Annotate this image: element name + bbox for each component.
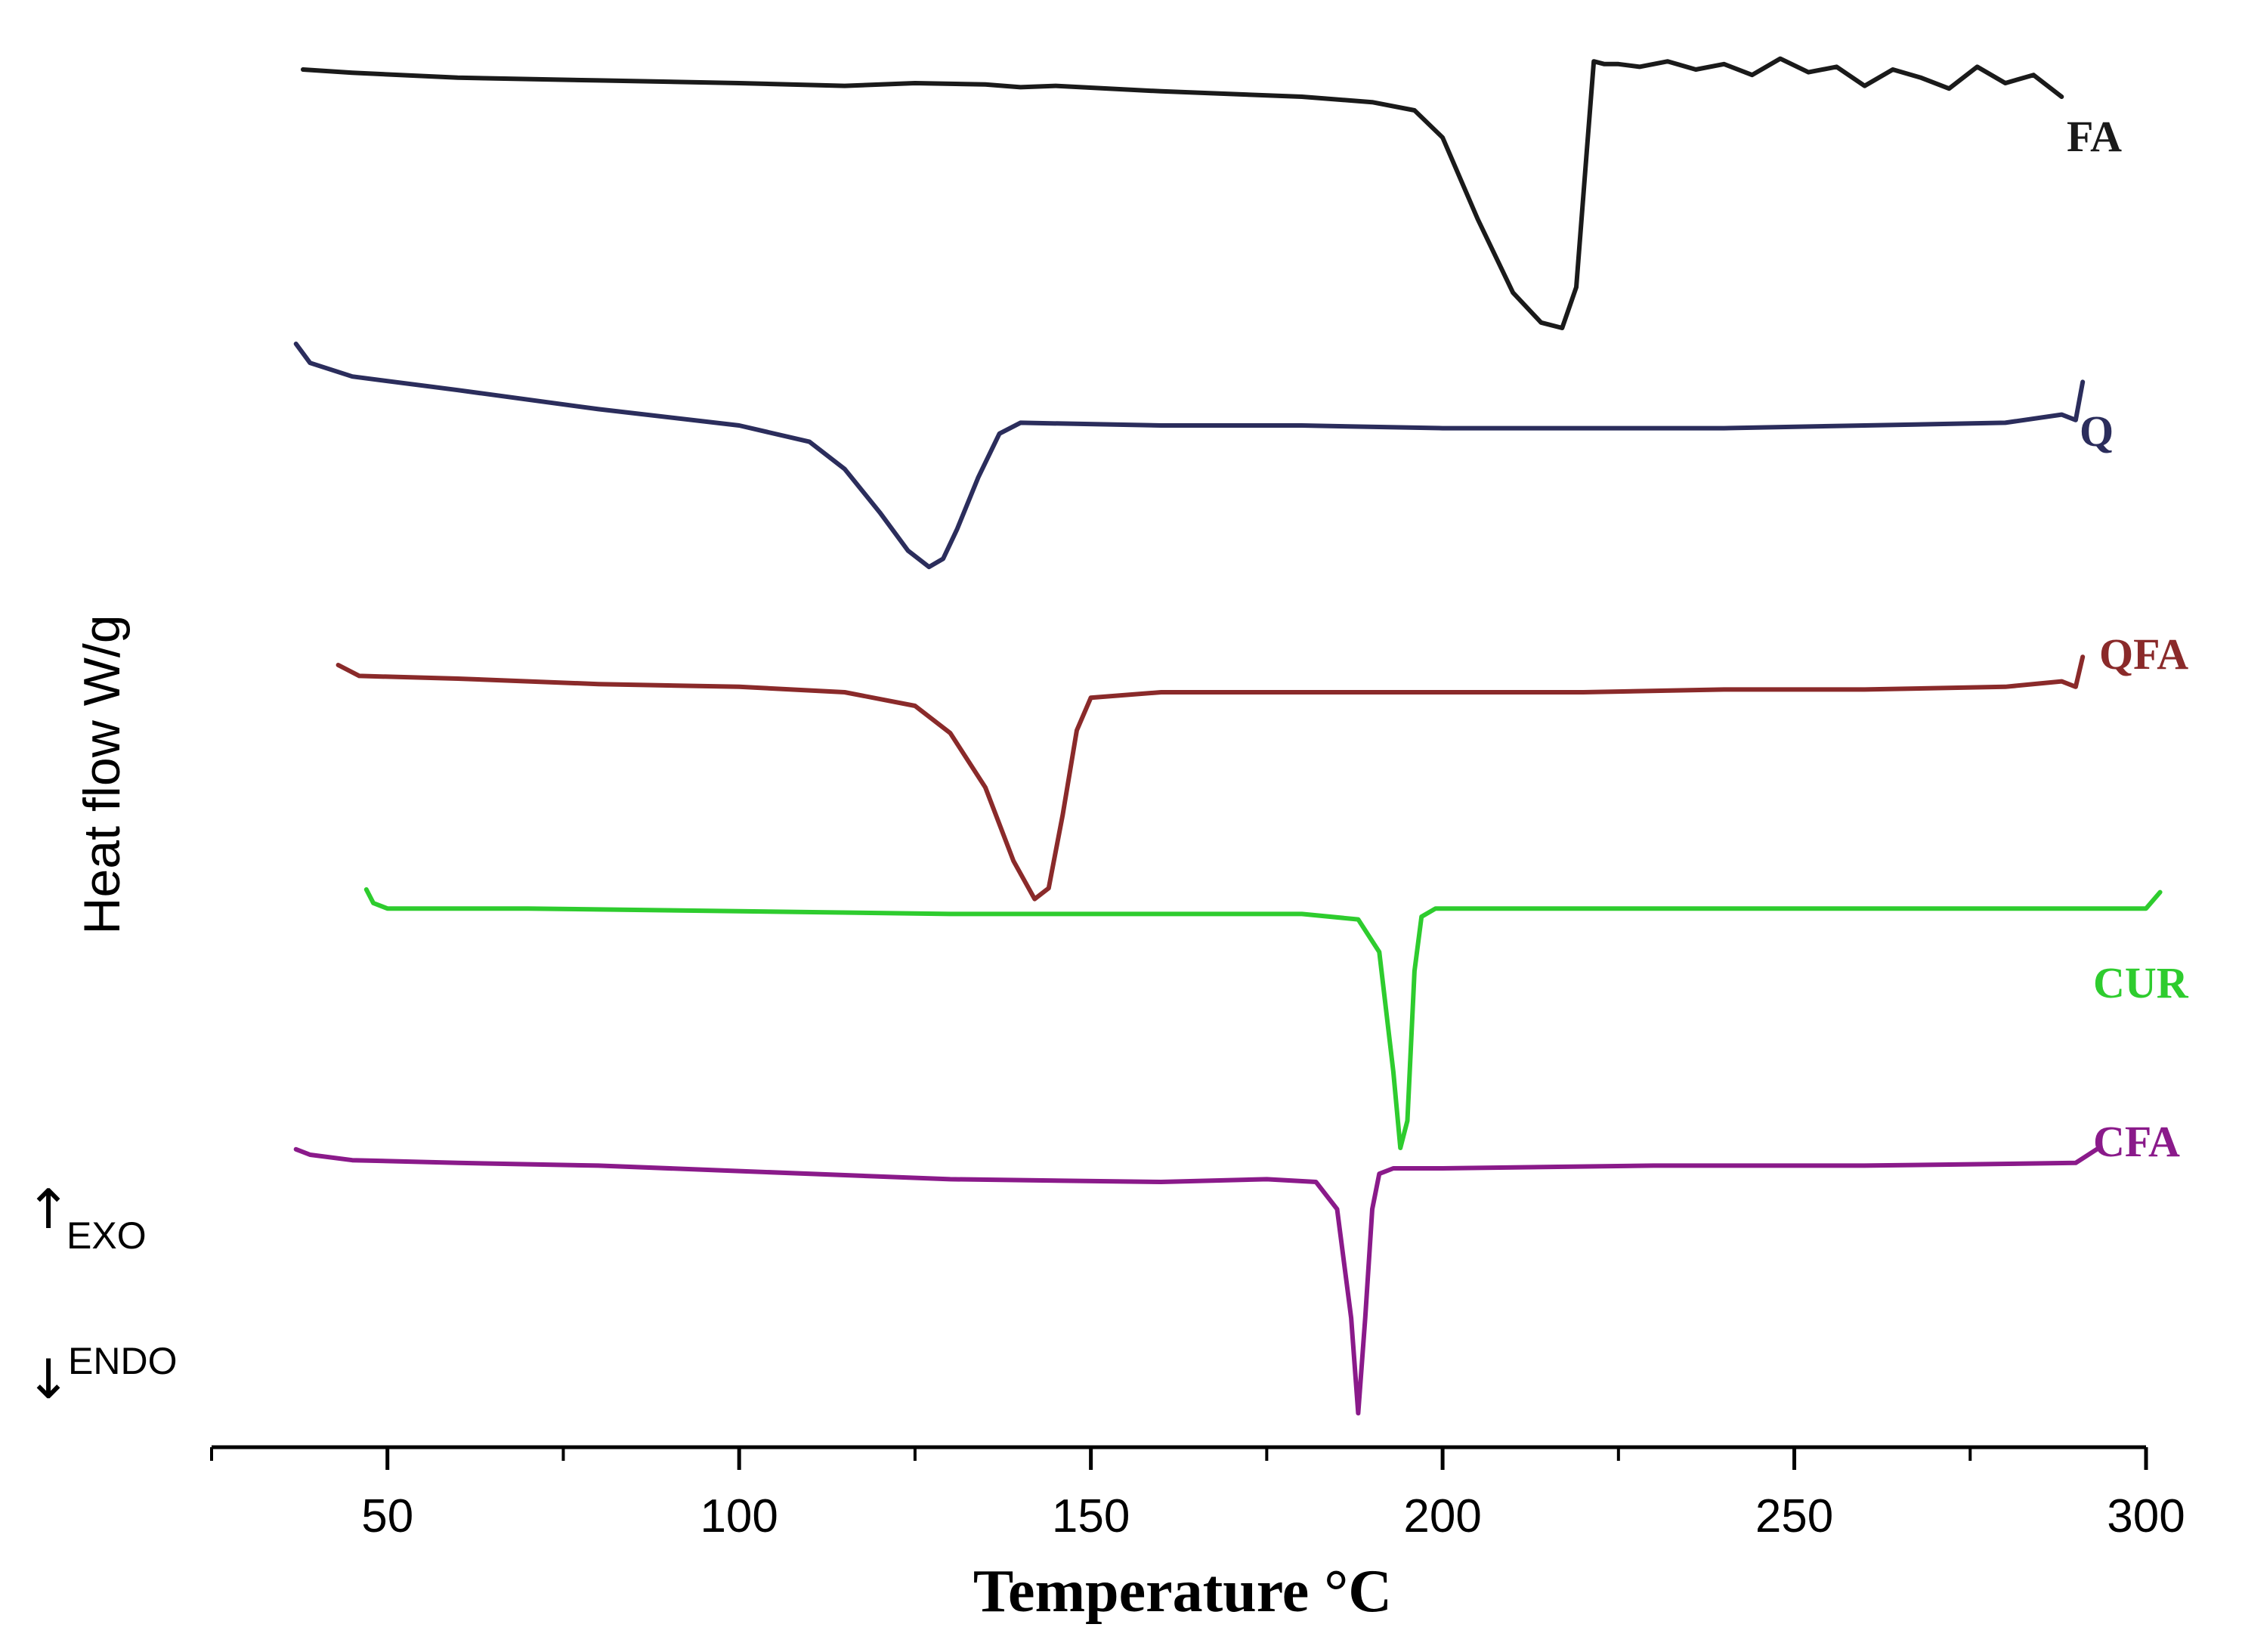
series-label-cfa: CFA [2093,1117,2180,1166]
series-label-layer: FA Q QFA CUR CFA [2067,112,2189,1166]
x-axis-ticks: 50 100 150 200 250 300 [210,1447,2185,1542]
series-layer [293,56,2163,1415]
x-tick-label-300: 300 [2107,1490,2185,1542]
series-line-cfa [293,1146,2099,1415]
endo-label: ENDO [68,1340,177,1382]
exo-indicator: ↑ EXO [26,1177,147,1257]
series-line-fa [301,56,2064,330]
x-tick-label-100: 100 [700,1490,778,1542]
x-axis-title: Temperature °C [973,1558,1392,1625]
series-label-fa: FA [2067,112,2122,161]
series-line-q [293,342,2086,570]
x-tick-label-150: 150 [1052,1490,1130,1542]
y-axis-title: Heat flow W/g [73,614,131,934]
series-line-cur [363,887,2163,1150]
series-label-cur: CUR [2093,958,2189,1007]
endo-indicator: ↓ ENDO [26,1340,177,1411]
series-label-q: Q [2080,407,2114,456]
endo-arrow-icon: ↓ [26,1347,71,1411]
series-line-qfa [336,654,2086,902]
x-tick-label-250: 250 [1755,1490,1833,1542]
x-tick-label-200: 200 [1403,1490,1481,1542]
series-label-qfa: QFA [2099,630,2188,679]
x-tick-label-50: 50 [361,1490,413,1542]
exo-arrow-icon: ↑ [26,1177,71,1241]
exo-label: EXO [66,1214,147,1257]
